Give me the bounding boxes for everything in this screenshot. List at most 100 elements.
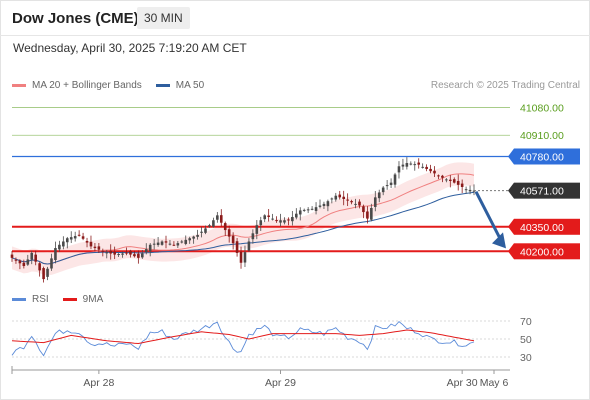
- candle-body: [188, 238, 191, 241]
- candle-body: [38, 263, 41, 271]
- candle-body: [295, 213, 298, 218]
- candle-body: [208, 225, 211, 227]
- bollinger-band-area: [12, 162, 474, 276]
- candle-body: [421, 166, 424, 168]
- candle-body: [330, 198, 334, 200]
- level-label-0: 41080.00: [520, 102, 564, 114]
- candle-body: [73, 236, 77, 239]
- candle-body: [449, 179, 452, 182]
- candle-body: [50, 258, 53, 269]
- current-price-tag-bg: [514, 182, 580, 199]
- candle-body: [275, 220, 278, 222]
- candle-body: [405, 163, 409, 167]
- candle-body: [164, 241, 168, 243]
- candle-body: [437, 175, 440, 177]
- legend-swatch-9ma: [62, 298, 77, 301]
- osc-level-label-0: 70: [520, 316, 532, 328]
- candle-body: [283, 220, 286, 223]
- candle-body: [34, 254, 37, 262]
- x-tick-label-0: Apr 28: [83, 377, 114, 389]
- legend-item-ma20: MA 20 + Bollinger Bands: [12, 80, 142, 91]
- candle-body: [251, 233, 255, 240]
- candle-body: [18, 260, 22, 264]
- level-tag-4: 40200.00: [508, 243, 580, 260]
- candle-body: [144, 249, 148, 253]
- candle-body: [468, 189, 472, 192]
- candle-body: [310, 208, 314, 210]
- level-tag-tip-3: [508, 218, 514, 235]
- candle-body: [409, 163, 413, 165]
- candle-body: [81, 236, 85, 239]
- candle-body: [216, 215, 219, 220]
- main-legend: MA 20 + Bollinger Bands MA 50: [12, 80, 218, 91]
- timeframe-badge[interactable]: 30 MIN: [137, 7, 190, 29]
- candle-body: [93, 246, 97, 249]
- candle-body: [160, 241, 164, 245]
- legend-label-9ma: 9MA: [82, 294, 104, 305]
- candle-body: [385, 185, 389, 187]
- candle-body: [338, 194, 342, 198]
- candle-body: [334, 195, 338, 200]
- level-label-4: 40200.00: [520, 246, 564, 258]
- candle-body: [121, 253, 124, 255]
- candle-body: [425, 166, 428, 170]
- candle-body: [401, 164, 405, 167]
- candle-body: [137, 253, 140, 258]
- candle-body: [97, 246, 101, 250]
- candle-body: [141, 253, 144, 258]
- candle-body: [101, 250, 105, 252]
- candle-body: [148, 244, 152, 252]
- x-tick-label-3: May 6: [480, 377, 509, 389]
- legend-swatch-rsi: [12, 298, 26, 301]
- candle-body: [366, 211, 369, 219]
- candle-body: [105, 252, 109, 254]
- candle-body: [204, 228, 207, 233]
- candle-body: [46, 268, 49, 277]
- candle-body: [129, 250, 132, 255]
- research-credit: Research © 2025 Trading Central: [430, 80, 580, 91]
- candle-body: [362, 206, 365, 213]
- instrument-title: Dow Jones (CME): [12, 10, 139, 27]
- candle-body: [326, 201, 330, 207]
- candle-body: [263, 215, 267, 220]
- level-tag-2: 40780.00: [508, 148, 580, 165]
- candle-body: [445, 179, 448, 181]
- candle-body: [26, 259, 30, 265]
- candle-body: [65, 238, 69, 243]
- x-tick-label-2: Apr 30: [447, 377, 478, 389]
- candle-body: [247, 241, 251, 251]
- candle-body: [212, 220, 215, 227]
- candle-body: [373, 197, 377, 207]
- candle-body: [109, 250, 113, 254]
- candle-body: [350, 201, 353, 203]
- level-tag-bg-4: [514, 243, 580, 260]
- candle-body: [231, 235, 235, 244]
- candle-body: [417, 162, 421, 165]
- rsi-ma-line: [11, 329, 475, 345]
- osc-level-label-1: 50: [520, 334, 532, 346]
- level-tag-tip-4: [508, 243, 514, 260]
- candle-body: [89, 241, 93, 247]
- level-tag-bg-2: [514, 148, 580, 165]
- candle-body: [377, 192, 381, 199]
- candle-body: [223, 223, 227, 231]
- candle-body: [318, 205, 322, 207]
- candle-body: [370, 207, 373, 220]
- ma50-line: [11, 191, 475, 265]
- level-tag-tip-2: [508, 148, 514, 165]
- candle-body: [85, 240, 89, 243]
- chart-header: Dow Jones (CME) 30 MIN: [0, 0, 590, 36]
- candle-body: [354, 203, 357, 205]
- candle-body: [113, 251, 116, 255]
- candle-body: [429, 168, 432, 172]
- level-label-1: 40910.00: [520, 130, 564, 142]
- candle-body: [42, 268, 45, 280]
- candle-body: [267, 215, 270, 217]
- candle-body: [413, 164, 417, 166]
- candle-body: [235, 241, 239, 253]
- level-label-2: 40780.00: [520, 151, 564, 163]
- candle-body: [452, 179, 456, 183]
- candle-body: [306, 209, 310, 211]
- rsi-line: [11, 320, 475, 357]
